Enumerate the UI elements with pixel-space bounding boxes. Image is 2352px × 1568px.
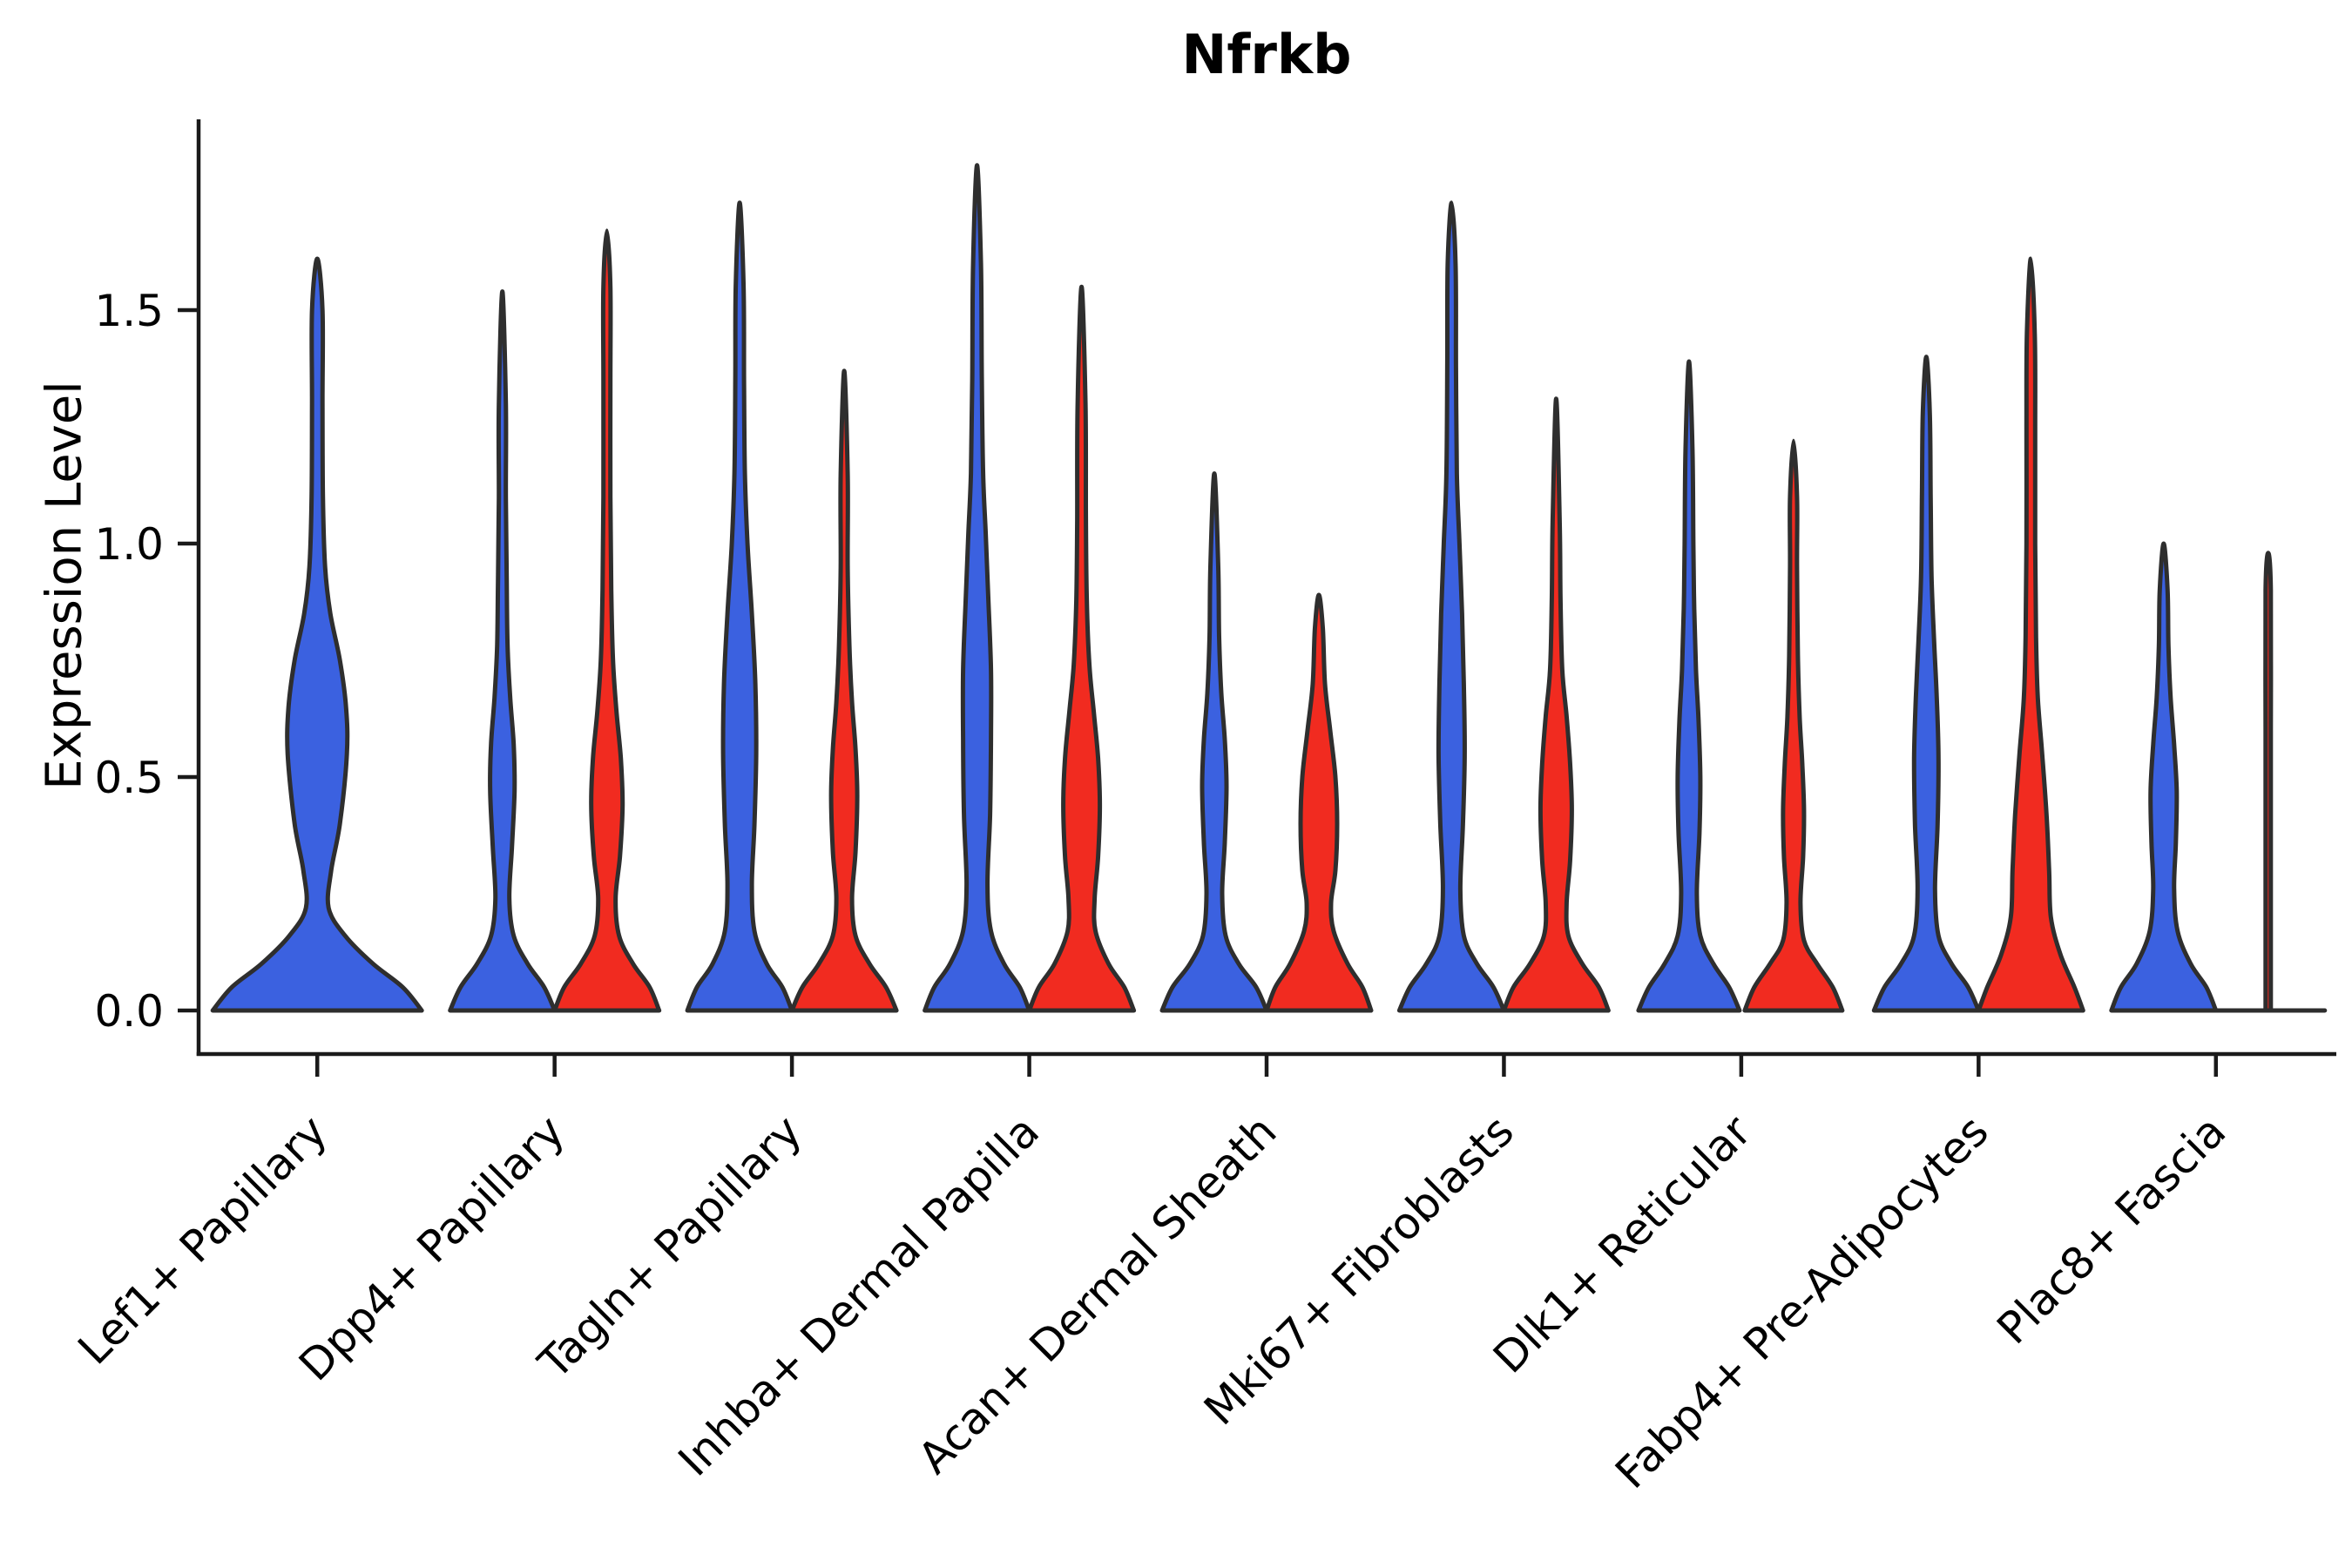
y-tick-layer: 0.0 0.5 1.0 1.5 [94,286,199,1037]
chart-title: Nfrkb [1181,23,1352,86]
violin-acan-blue [1159,471,1269,1013]
violin-mki67-red [1501,396,1611,1013]
x-category-label-lef1: Lef1+ Papillary [69,1105,337,1374]
violin-tagln-blue [685,200,794,1013]
violin-plac8-blue [2109,541,2219,1013]
x-category-label-dlk1: Dlk1+ Reticular [1484,1105,1761,1382]
violin-dlk1-red [1742,438,1845,1013]
violin-dpp4-red [552,228,662,1013]
violin-inhba-blue [923,163,1032,1013]
violin-acan-red [1264,592,1374,1013]
x-category-label-dpp4: Dpp4+ Papillary [289,1105,574,1390]
violin-tagln-red [789,368,899,1013]
violin-dpp4-blue [448,289,558,1013]
y-axis-title: Expression Level [36,381,93,790]
violin-fabp4-red [1976,256,2085,1013]
violin-lef1-blue [210,256,424,1013]
violin-inhba-red [1027,284,1137,1013]
violin-mki67-blue [1396,200,1506,1013]
y-tick-label: 0.5 [94,753,164,803]
violin-plac8-red [2263,551,2274,1013]
violin-fabp4-blue [1871,355,1981,1013]
x-category-label-fabp4: Fabp4+ Pre-Adipocytes [1605,1105,1998,1498]
y-tick-label: 1.0 [94,519,164,570]
x-category-label-plac8: Plac8+ Fascia [1988,1105,2236,1354]
violin-layer [210,163,2328,1013]
y-tick-label: 1.5 [94,286,164,336]
violin-dlk1-blue [1636,359,1742,1013]
x-category-label-tagln: Tagln+ Papillary [528,1105,811,1389]
y-tick-label: 0.0 [94,986,164,1037]
